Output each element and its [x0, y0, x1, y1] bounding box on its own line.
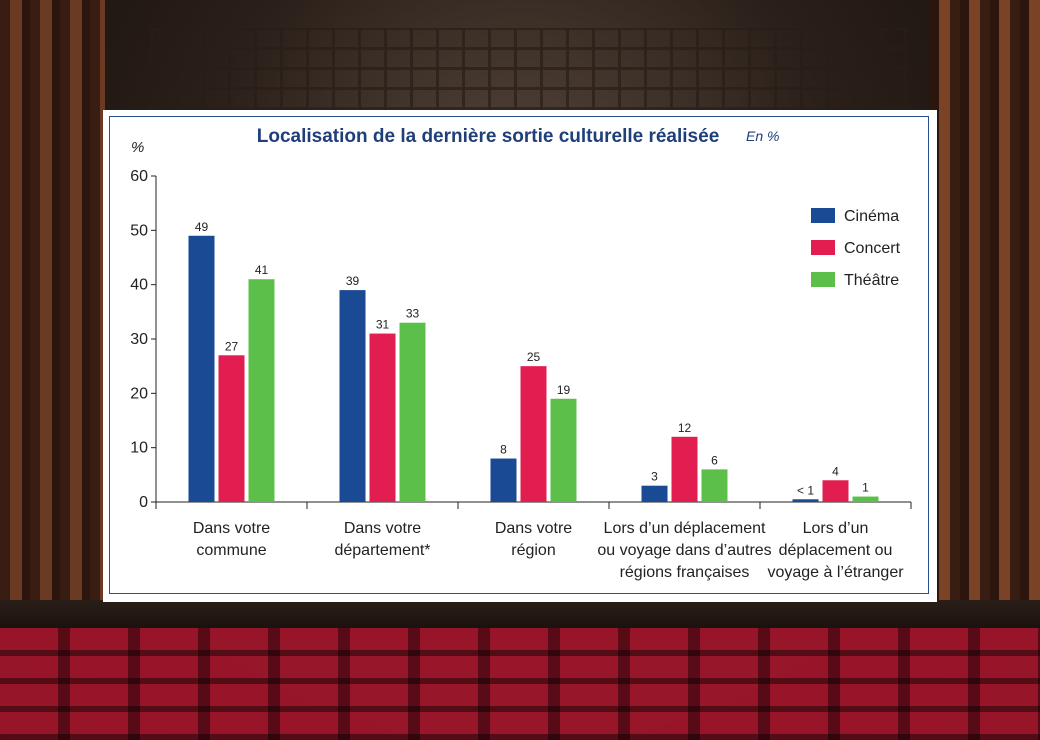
- y-tick-label: 10: [130, 440, 148, 457]
- bar-theatre-4: [852, 496, 879, 502]
- bar-data-label: 49: [195, 220, 209, 234]
- x-category-label: Dans votre: [193, 520, 270, 537]
- chart-frame: [109, 116, 929, 594]
- bar-cinema-3: [641, 485, 668, 502]
- bar-cinema-4: [792, 499, 819, 502]
- curtain-left: [0, 0, 105, 620]
- x-category-label: déplacement ou: [779, 542, 893, 559]
- curtain-right: [930, 0, 1040, 620]
- bar-data-label: < 1: [797, 483, 814, 497]
- x-category-label: région: [511, 542, 555, 559]
- chart-subtitle: En %: [746, 128, 779, 144]
- x-category-label: Dans votre: [495, 520, 572, 537]
- legend-swatch: [811, 272, 835, 287]
- x-category-label: commune: [196, 542, 266, 559]
- bar-theatre-0: [248, 279, 275, 502]
- bar-chart: Localisation de la dernière sortie cultu…: [130, 126, 912, 581]
- x-category-label: Lors d’un déplacement: [604, 520, 766, 537]
- x-category-label: Dans votre: [344, 520, 421, 537]
- bar-concert-3: [671, 436, 698, 502]
- bar-data-label: 12: [678, 421, 692, 435]
- y-tick-label: 50: [130, 222, 148, 239]
- lighting-truss: [150, 28, 910, 110]
- bar-data-label: 4: [832, 464, 839, 478]
- legend-label: Concert: [844, 240, 901, 257]
- chart-title: Localisation de la dernière sortie cultu…: [257, 126, 720, 147]
- bar-theatre-1: [399, 322, 426, 502]
- y-axis-label: %: [131, 139, 144, 156]
- bar-data-label: 25: [527, 350, 541, 364]
- bar-theatre-3: [701, 469, 728, 502]
- bar-concert-0: [218, 355, 245, 502]
- x-category-label: ou voyage dans d’autres: [597, 542, 771, 559]
- y-tick-label: 20: [130, 385, 148, 402]
- bar-data-label: 41: [255, 263, 269, 277]
- x-category-label: régions françaises: [620, 564, 750, 581]
- bar-data-label: 8: [500, 443, 507, 457]
- y-tick-label: 0: [139, 494, 148, 511]
- bar-data-label: 6: [711, 453, 718, 467]
- bar-concert-1: [369, 333, 396, 502]
- chart-panel: Localisation de la dernière sortie cultu…: [103, 110, 937, 602]
- bar-data-label: 27: [225, 339, 239, 353]
- bar-cinema-0: [188, 235, 215, 502]
- y-tick-label: 40: [130, 277, 148, 294]
- y-tick-label: 60: [130, 168, 148, 185]
- bar-theatre-2: [550, 398, 577, 502]
- bar-data-label: 39: [346, 274, 360, 288]
- bar-data-label: 1: [862, 481, 869, 495]
- legend-swatch: [811, 208, 835, 223]
- bar-data-label: 31: [376, 318, 390, 332]
- y-tick-label: 30: [130, 331, 148, 348]
- bar-data-label: 3: [651, 470, 658, 484]
- bar-data-label: 19: [557, 383, 571, 397]
- theater-seats: [0, 628, 1040, 740]
- x-category-label: Lors d’un: [803, 520, 869, 537]
- bar-data-label: 33: [406, 307, 420, 321]
- bar-concert-4: [822, 480, 849, 502]
- x-category-label: voyage à l’étranger: [767, 564, 904, 581]
- legend-label: Théâtre: [844, 272, 899, 289]
- bar-cinema-2: [490, 458, 517, 502]
- bar-concert-2: [520, 366, 547, 502]
- x-category-label: département*: [334, 542, 430, 559]
- bar-cinema-1: [339, 290, 366, 502]
- legend-swatch: [811, 240, 835, 255]
- legend-label: Cinéma: [844, 208, 899, 225]
